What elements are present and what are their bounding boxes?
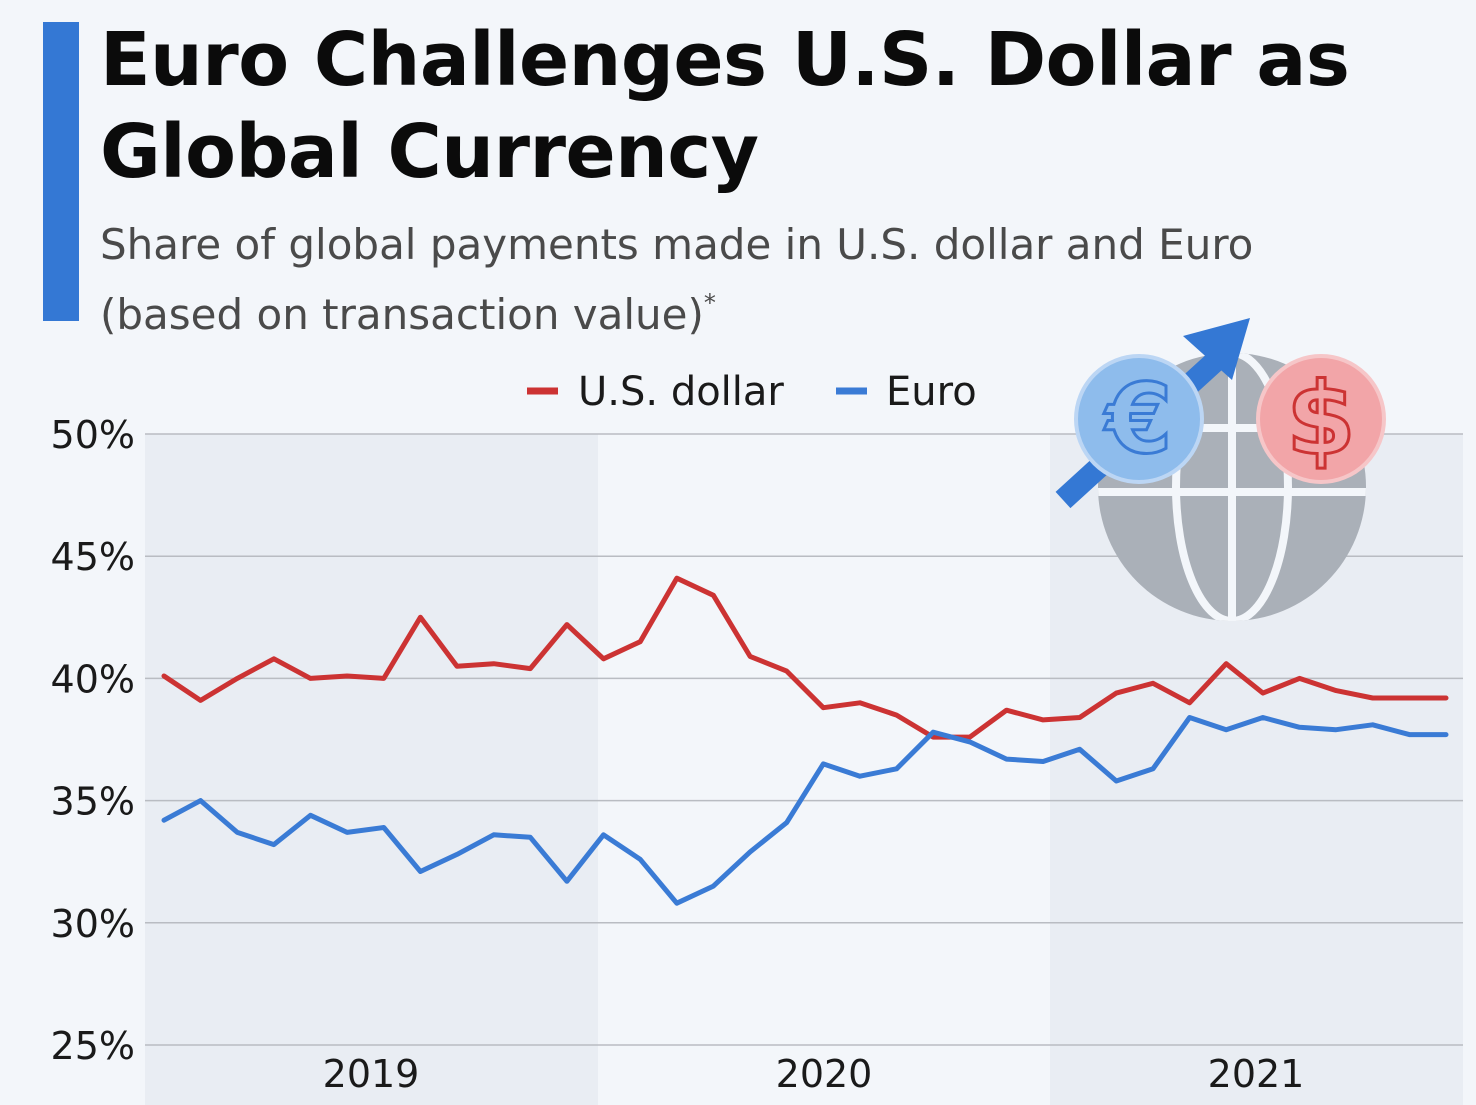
legend-label: U.S. dollar	[578, 369, 784, 415]
dollar-symbol: $	[1286, 361, 1356, 478]
euro-line	[161, 715, 1449, 906]
currency-illustration: € $	[1055, 318, 1386, 621]
legend: U.S. dollar Euro	[527, 369, 977, 415]
y-tick-label: 40%	[51, 657, 135, 701]
y-tick-label: 45%	[51, 535, 135, 579]
accent-bar	[43, 22, 79, 321]
y-tick-label: 35%	[51, 780, 135, 824]
y-axis-ticks: 50% 45% 40% 35% 30% 25%	[51, 413, 135, 1068]
dollar-coin-icon: $	[1256, 354, 1386, 484]
subtitle-text: Share of global payments made in U.S. do…	[100, 220, 1254, 339]
chart-title: Euro Challenges U.S. Dollar as Global Cu…	[100, 17, 1350, 195]
x-year-label: 2020	[776, 1052, 873, 1096]
year-band	[145, 434, 598, 1105]
x-year-label: 2019	[323, 1052, 420, 1096]
year-bands	[145, 434, 1463, 1105]
x-year-label: 2021	[1208, 1052, 1305, 1096]
euro-coin-icon: €	[1074, 354, 1204, 484]
chart-subtitle: Share of global payments made in U.S. do…	[100, 216, 1350, 344]
series-lines	[161, 575, 1449, 906]
legend-label: Euro	[886, 369, 977, 415]
y-tick-label: 50%	[51, 413, 135, 457]
y-tick-label: 25%	[51, 1024, 135, 1068]
euro-symbol: €	[1104, 363, 1173, 475]
year-labels: 2019 2020 2021	[323, 1052, 1305, 1096]
footnote-mark: *	[703, 289, 716, 317]
usd-line	[161, 575, 1449, 740]
y-tick-label: 30%	[51, 902, 135, 946]
